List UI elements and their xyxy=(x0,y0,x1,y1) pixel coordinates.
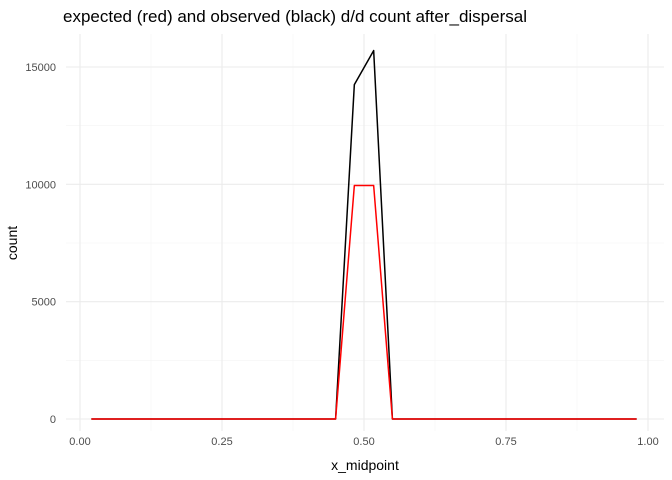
y-tick-label: 10000 xyxy=(25,179,56,191)
x-tick-label: 1.00 xyxy=(637,436,658,448)
grid xyxy=(66,34,664,431)
y-tick-label: 15000 xyxy=(25,62,56,74)
x-tick-label: 0.50 xyxy=(353,436,374,448)
x-tick-label: 0.75 xyxy=(495,436,516,448)
y-tick-labels: 0 5000 10000 15000 xyxy=(25,62,56,426)
chart-title: expected (red) and observed (black) d/d … xyxy=(63,7,527,26)
y-tick-label: 5000 xyxy=(32,297,56,309)
x-tick-label: 0.25 xyxy=(211,436,232,448)
x-tick-labels: 0.00 0.25 0.50 0.75 1.00 xyxy=(69,436,658,448)
series-lines xyxy=(91,49,637,420)
x-axis-title: x_midpoint xyxy=(331,457,399,473)
y-tick-label: 0 xyxy=(50,414,56,426)
y-axis-title: count xyxy=(4,226,20,260)
series-line-expected xyxy=(91,184,637,420)
x-tick-label: 0.00 xyxy=(69,436,90,448)
